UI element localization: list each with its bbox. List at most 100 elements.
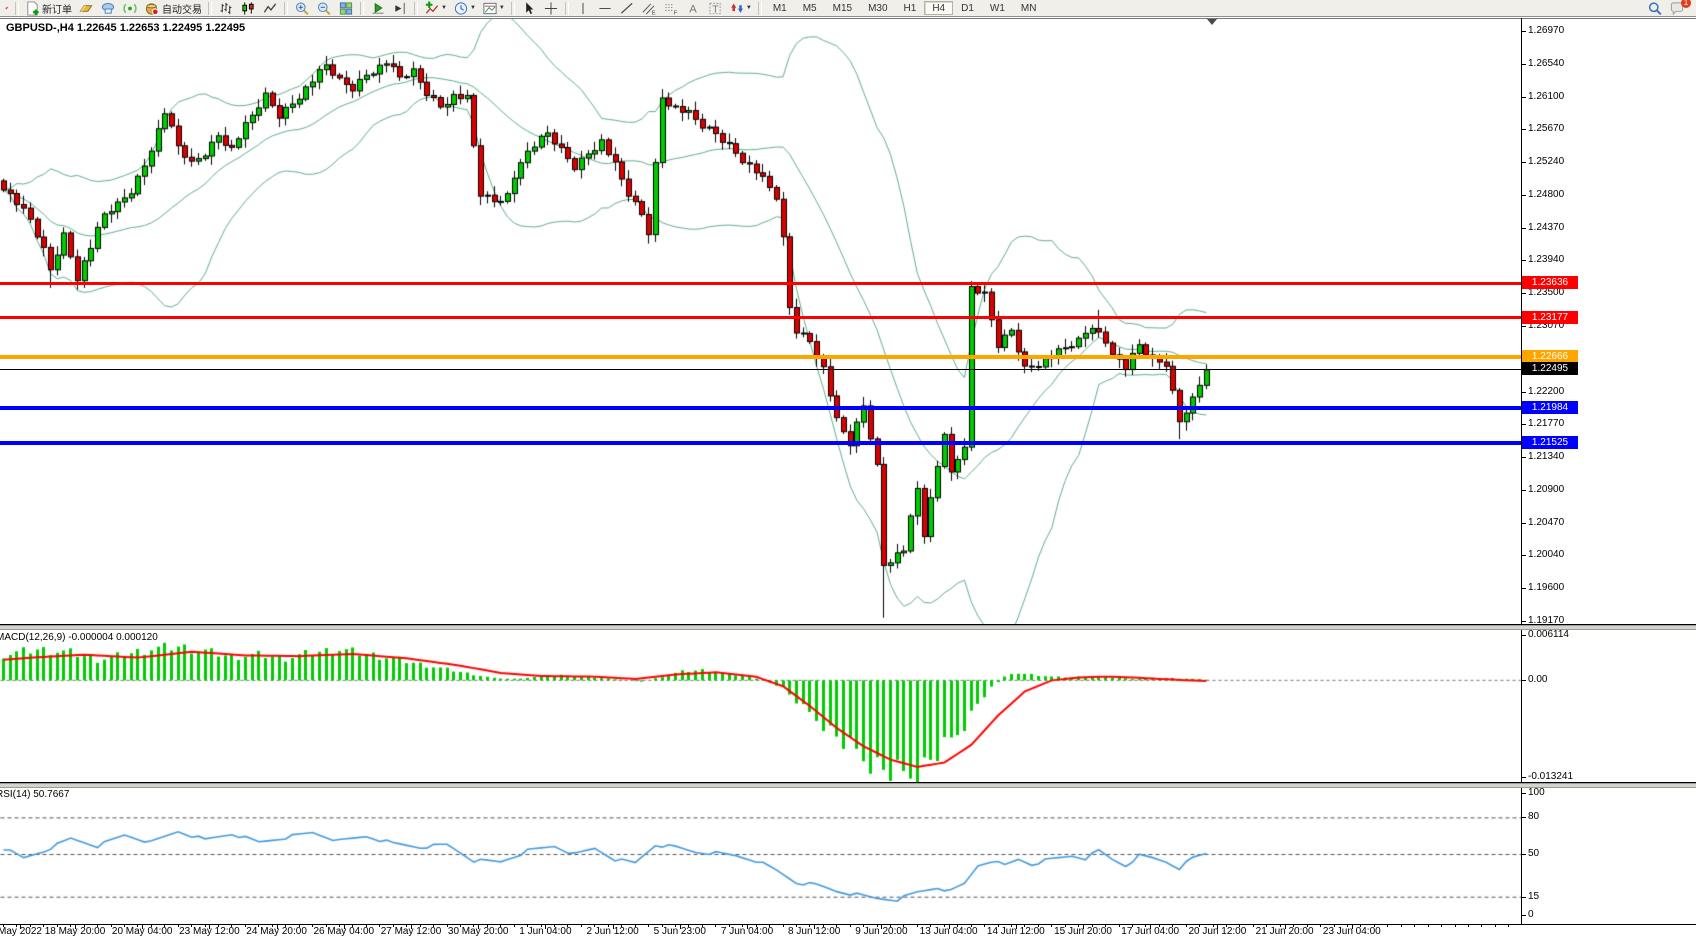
time-axis-minor-tick	[218, 925, 220, 927]
arrows-button[interactable]: ▼	[726, 0, 755, 16]
time-axis-minor-tick	[352, 925, 354, 927]
horizontal-line[interactable]	[0, 406, 1521, 411]
rsi-axis-tick	[1521, 793, 1526, 794]
timeframe-button-m15[interactable]: M15	[825, 1, 860, 15]
horizontal-line[interactable]	[0, 354, 1521, 359]
time-axis-minor-tick	[554, 925, 556, 927]
time-axis-minor-tick	[1494, 925, 1496, 927]
zoom-in-button[interactable]	[291, 0, 313, 16]
time-axis-minor-tick	[1051, 925, 1053, 927]
time-axis-minor-tick	[285, 925, 287, 927]
time-axis-minor-tick	[1293, 925, 1295, 927]
dropdown-caret[interactable]: ▼	[745, 5, 752, 11]
macd-canvas[interactable]	[0, 630, 1521, 782]
timeframe-button-m30[interactable]: M30	[860, 1, 895, 15]
time-axis-minor-tick	[473, 925, 475, 927]
time-axis-minor-tick	[1481, 925, 1483, 927]
time-axis-minor-tick	[1441, 925, 1443, 927]
tile-windows-button[interactable]	[335, 0, 357, 16]
hline-price-label: 1.23636	[1522, 276, 1578, 290]
search-button[interactable]	[1644, 0, 1666, 16]
zoom-out-button[interactable]	[313, 0, 335, 16]
dropdown-caret[interactable]: ▼	[469, 5, 476, 11]
horizontal-line[interactable]	[0, 316, 1521, 320]
timeframe-button-w1[interactable]: W1	[982, 1, 1013, 15]
text-label-button[interactable]: T	[704, 0, 726, 16]
time-axis-minor-tick	[1373, 925, 1375, 927]
horizontal-line[interactable]	[0, 281, 1521, 285]
timeframe-switcher: M1 M5 M15 M30 H1 H4 D1 W1 MN	[765, 1, 1045, 15]
time-axis-minor-tick	[70, 925, 72, 927]
timeframe-button-h4[interactable]: H4	[924, 1, 954, 15]
price-axis-tick-label: 1.19600	[1528, 582, 1565, 594]
time-axis-minor-tick	[1226, 925, 1228, 927]
price-axis-tick-label: 1.22200	[1528, 385, 1565, 397]
timeframe-button-m5[interactable]: M5	[795, 1, 825, 15]
time-axis-minor-tick	[782, 925, 784, 927]
timeframe-button-mn[interactable]: MN	[1013, 1, 1045, 15]
signals-button[interactable]	[119, 0, 141, 16]
indicators-button[interactable]: ▼	[421, 0, 450, 16]
text-button[interactable]: A	[682, 0, 704, 16]
dropdown-caret[interactable]: ▼	[441, 5, 447, 11]
gold-ingot-button[interactable]	[75, 0, 97, 16]
dropdown-caret[interactable]: ▼	[498, 5, 505, 11]
trendline-button[interactable]	[616, 0, 638, 16]
equidistant-channel-icon: E	[641, 1, 657, 16]
time-axis[interactable]: May 2022 18 May 20:00 20 May 04:00 23 May 1…	[0, 925, 1696, 937]
time-axis-tick	[545, 925, 547, 929]
periods-button[interactable]: ▼	[450, 0, 479, 16]
cursor-button[interactable]	[518, 0, 540, 16]
candlestick-chart-button[interactable]	[237, 0, 259, 16]
rsi-axis-tick	[1521, 915, 1526, 916]
cloud-terminal-button[interactable]	[97, 0, 119, 16]
rsi-axis-tick-label: 50	[1528, 848, 1540, 859]
time-axis-minor-tick	[1252, 925, 1254, 927]
chart-shift-button[interactable]	[389, 0, 411, 16]
time-axis-minor-tick	[513, 925, 515, 927]
time-axis-minor-tick	[1400, 925, 1402, 927]
time-axis-minor-tick	[298, 925, 300, 927]
price-axis-tick-label: 1.21770	[1528, 418, 1565, 430]
autotrading-button[interactable]: 自动交易	[141, 0, 205, 16]
timeframe-button-d1[interactable]: D1	[953, 1, 982, 15]
timeframe-button-h1[interactable]: H1	[896, 1, 925, 15]
line-chart-button[interactable]	[259, 0, 281, 16]
price-axis-tick	[1521, 227, 1526, 229]
notifications-button[interactable]: 1	[1666, 0, 1691, 16]
templates-button[interactable]: ▼	[479, 0, 508, 16]
auto-scroll-button[interactable]	[367, 0, 389, 16]
time-axis-minor-tick	[849, 925, 851, 927]
time-axis-minor-tick	[123, 925, 125, 927]
price-chart-canvas[interactable]	[0, 18, 1521, 624]
time-axis-label: 18 May 20:00	[44, 926, 106, 937]
price-axis-tick	[1521, 326, 1526, 327]
time-axis-label: 9 Jun 20:00	[855, 926, 908, 937]
horizontal-line[interactable]	[0, 368, 1521, 370]
panel-splitter[interactable]	[0, 625, 1696, 630]
time-axis-tick	[20, 925, 21, 929]
time-axis-minor-tick	[769, 925, 771, 927]
price-axis-tick	[1521, 588, 1526, 590]
bar-chart-button[interactable]	[215, 0, 237, 16]
panel-splitter[interactable]	[0, 783, 1696, 788]
horizontal-line[interactable]	[0, 440, 1521, 445]
arrows-icon	[729, 1, 745, 16]
time-axis-minor-tick	[742, 925, 744, 927]
new-order-button[interactable]: 新订单	[22, 0, 75, 16]
rsi-canvas[interactable]	[0, 788, 1521, 924]
signals-icon	[122, 1, 138, 16]
time-axis-minor-tick	[984, 925, 986, 927]
timeframe-button-m1[interactable]: M1	[765, 1, 795, 15]
crosshair-button[interactable]	[540, 0, 562, 16]
vertical-line-button[interactable]	[572, 0, 594, 16]
price-axis-tick-label: 1.23500	[1528, 287, 1565, 299]
horizontal-line-button[interactable]	[594, 0, 616, 16]
time-axis-label: 14 Jun 12:00	[986, 926, 1045, 937]
price-axis-tick	[1521, 260, 1526, 262]
equidistant-channel-button[interactable]: E	[638, 0, 660, 16]
fibonacci-button[interactable]: F	[660, 0, 682, 16]
toolbar-separator	[510, 1, 515, 15]
time-axis-minor-tick	[863, 925, 865, 927]
time-axis-tick	[1015, 925, 1017, 929]
